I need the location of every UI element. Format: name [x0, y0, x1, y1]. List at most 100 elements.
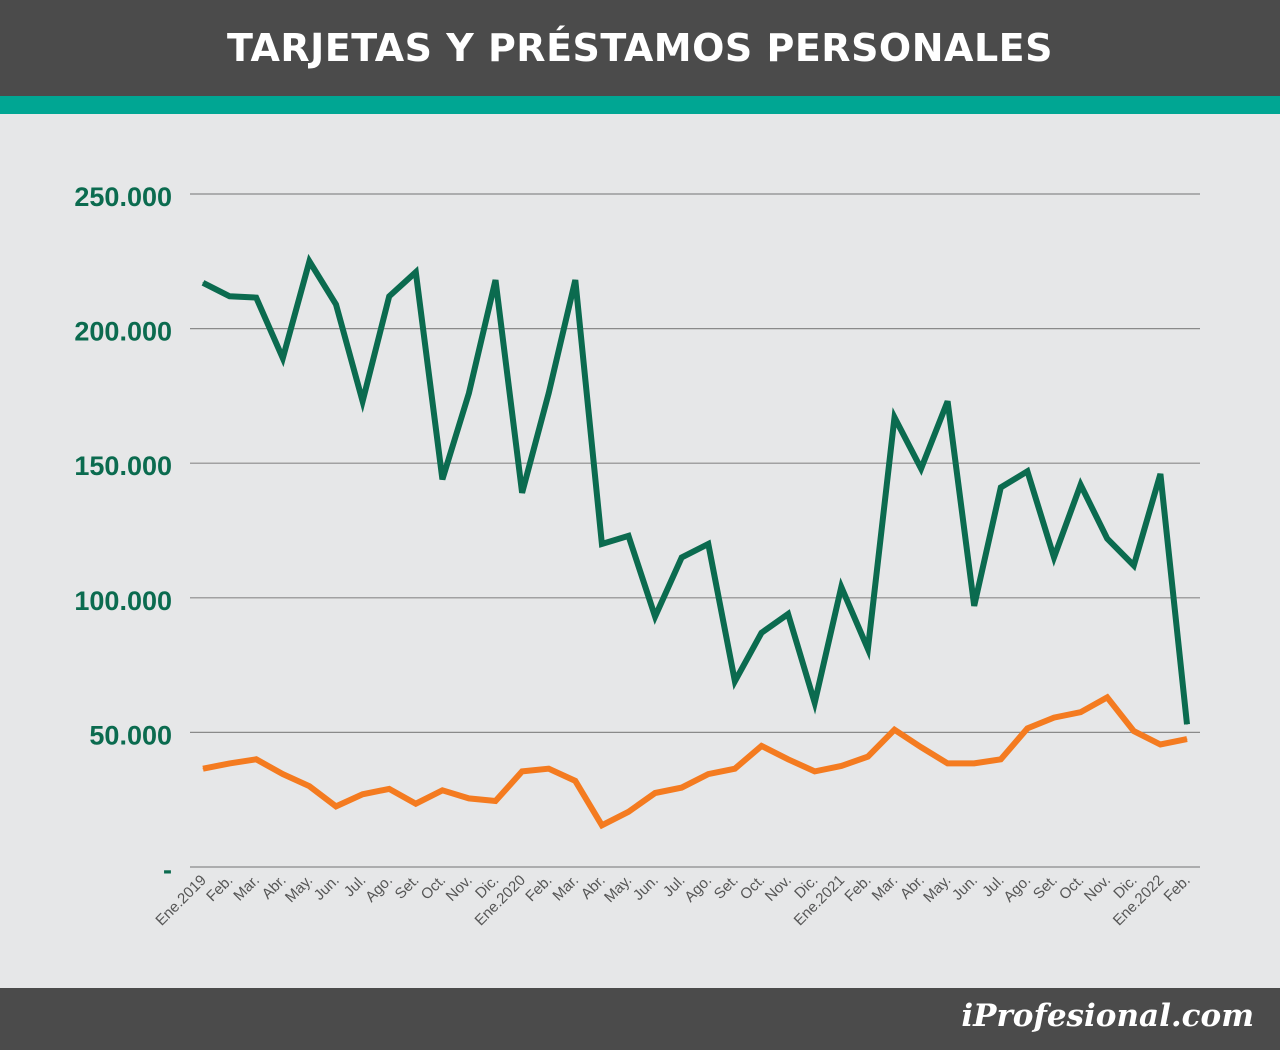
data-point	[1000, 758, 1002, 760]
series-lines	[201, 253, 1190, 830]
header-bar: TARJETAS Y PRÉSTAMOS PERSONALES	[0, 0, 1280, 96]
data-point	[1133, 730, 1135, 732]
data-point	[282, 357, 284, 359]
x-tick-label: Set.	[392, 872, 423, 903]
data-point	[894, 729, 895, 731]
data-point	[840, 765, 842, 767]
x-tick-label: Oct.	[737, 872, 768, 903]
data-point	[1159, 744, 1161, 745]
x-tick-label: Mar.	[549, 872, 582, 905]
x-tick-label: Ago.	[362, 872, 396, 906]
data-point	[202, 282, 204, 284]
data-point	[362, 400, 364, 402]
data-point	[1080, 484, 1082, 486]
data-point	[1026, 727, 1028, 729]
data-point	[654, 616, 656, 618]
data-point	[308, 260, 310, 262]
data-point	[282, 773, 284, 775]
x-tick-label: Feb.	[203, 872, 236, 905]
data-point	[761, 632, 762, 634]
data-point	[787, 613, 789, 615]
data-point	[601, 824, 603, 826]
data-point	[840, 586, 842, 588]
data-point	[681, 787, 683, 789]
data-point	[1026, 470, 1028, 472]
data-point	[521, 492, 523, 494]
series-1	[202, 693, 1188, 830]
data-point	[335, 805, 337, 807]
data-point	[654, 792, 656, 794]
data-point	[574, 279, 576, 281]
data-point	[468, 797, 470, 799]
data-point	[308, 785, 310, 787]
data-point	[1133, 565, 1135, 566]
x-tick-label: Nov.	[1081, 872, 1114, 905]
footer-bar: iProfesional.com	[0, 988, 1280, 1050]
x-tick-label: May.	[282, 872, 316, 906]
y-tick-label: 250.000	[74, 182, 172, 212]
data-point	[574, 780, 576, 782]
data-point	[867, 756, 869, 758]
x-tick-label: May.	[601, 872, 635, 906]
data-point	[734, 768, 736, 770]
data-point	[814, 702, 816, 704]
x-tick-label: Ene.2020	[472, 872, 529, 929]
x-tick-label: Set.	[711, 872, 742, 903]
data-point	[787, 758, 789, 760]
data-point	[548, 392, 550, 394]
grid-lines	[190, 193, 1200, 868]
data-point	[973, 605, 975, 607]
data-point	[229, 295, 231, 297]
data-point	[495, 800, 496, 802]
data-point	[681, 556, 683, 558]
data-point	[441, 478, 443, 480]
data-point	[1186, 738, 1188, 740]
data-point	[1080, 711, 1082, 713]
line-chart: - 50.000 100.000 150.000 200.000 250.000 Ene.…	[74, 182, 1200, 929]
x-tick-label: Feb.	[522, 872, 555, 905]
data-point	[1106, 696, 1108, 698]
data-point	[867, 648, 869, 650]
data-point	[441, 789, 443, 791]
data-point	[468, 392, 470, 394]
x-tick-label: Nov.	[762, 872, 795, 905]
y-tick-label: 100.000	[74, 586, 172, 616]
y-tick-label: 150.000	[74, 451, 172, 481]
x-tick-label: Jun.	[311, 872, 343, 904]
data-point	[761, 745, 762, 747]
accent-band	[0, 96, 1280, 114]
data-point	[628, 535, 629, 537]
data-point	[362, 793, 364, 795]
x-tick-label: Mar.	[869, 872, 902, 905]
data-point	[947, 400, 949, 402]
data-point	[229, 762, 231, 764]
x-tick-label: Oct.	[418, 872, 449, 903]
data-point	[734, 680, 736, 682]
data-point	[1159, 473, 1161, 475]
x-tick-label: Jun.	[949, 872, 981, 904]
x-tick-label: Ene.2022	[1110, 872, 1167, 929]
data-point	[521, 770, 523, 772]
x-tick-label: May.	[920, 872, 954, 906]
data-point	[601, 543, 603, 545]
data-point	[202, 768, 204, 770]
data-point	[920, 468, 922, 470]
x-axis-ticks: Ene.2019Feb.Mar.Abr.May.Jun.Jul.Ago.Set.…	[152, 872, 1193, 929]
x-tick-label: Ago.	[1000, 872, 1034, 906]
data-point	[415, 803, 417, 805]
data-point	[1000, 486, 1002, 488]
y-tick-label: 50.000	[89, 720, 172, 750]
data-point	[973, 762, 975, 764]
data-point	[415, 271, 417, 273]
data-point	[1106, 538, 1108, 540]
x-tick-label: Feb.	[841, 872, 874, 905]
series-line	[201, 253, 1190, 725]
data-point	[707, 773, 709, 775]
x-tick-label: Oct.	[1056, 872, 1087, 903]
data-point	[335, 303, 337, 305]
series-line	[202, 693, 1188, 830]
x-tick-label: Nov.	[443, 872, 476, 905]
chart-title: TARJETAS Y PRÉSTAMOS PERSONALES	[227, 26, 1053, 70]
y-tick-label: -	[163, 855, 172, 885]
data-point	[495, 279, 496, 281]
